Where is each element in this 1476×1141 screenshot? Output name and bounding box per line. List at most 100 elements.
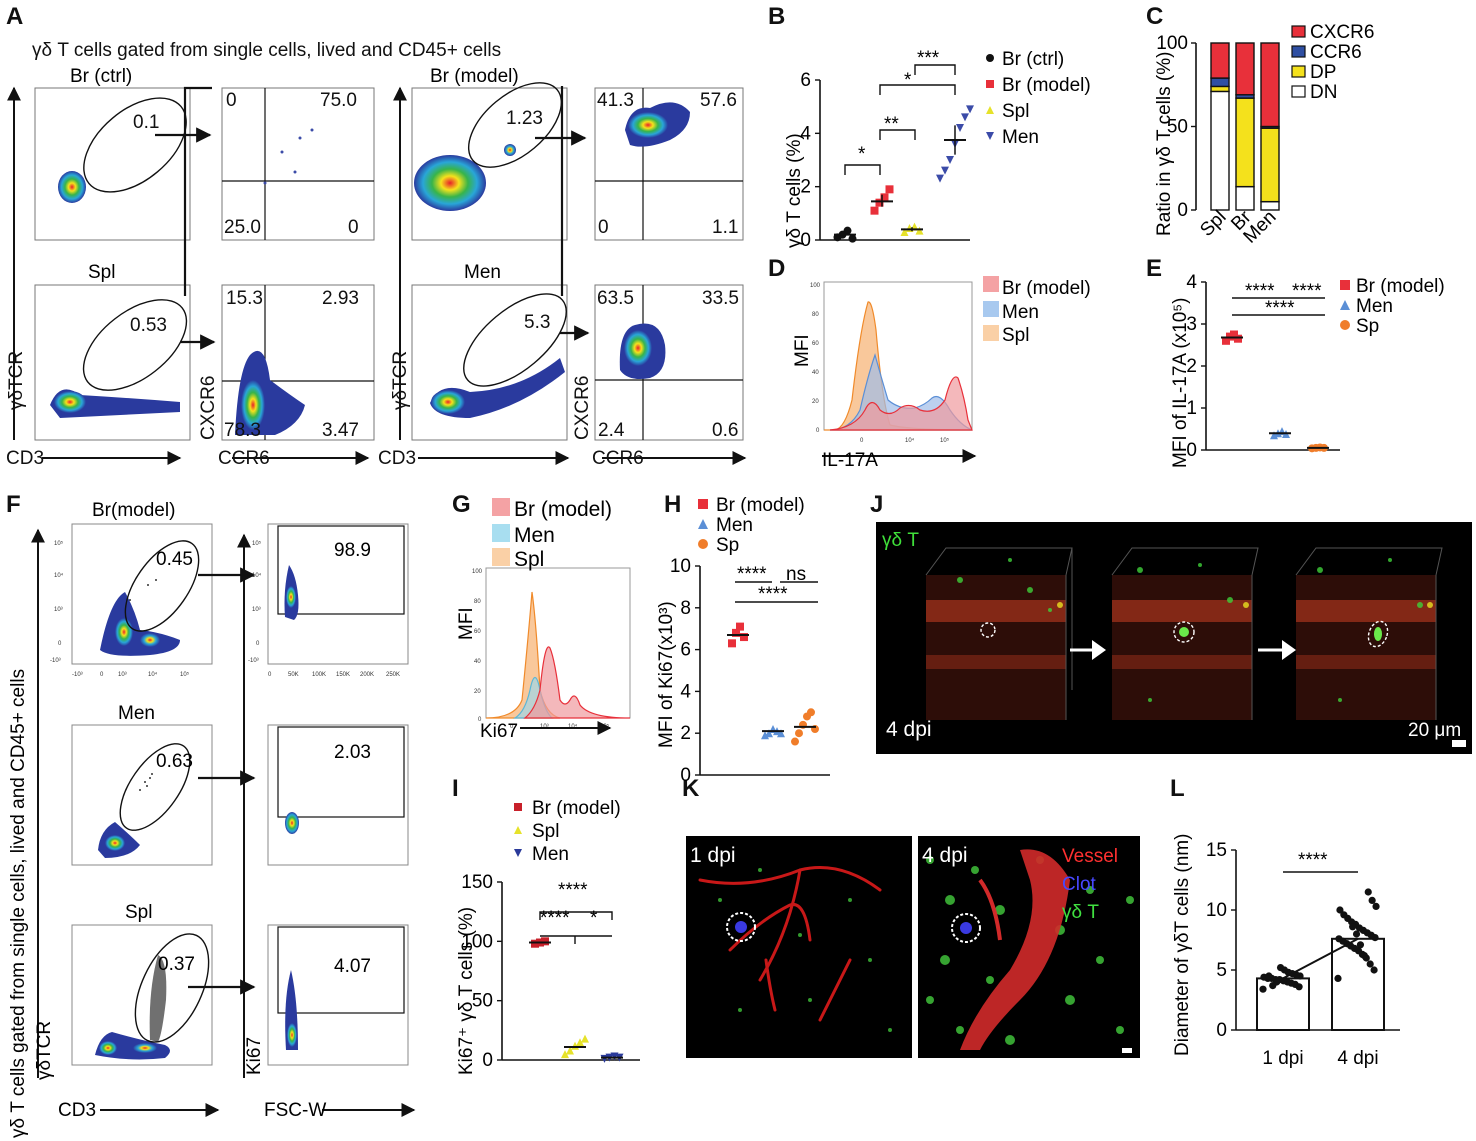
svg-text:80: 80 [812,312,819,318]
f-ticks: -10³ 0 10³ 10⁴ 10⁵ 10⁵ 10⁴ 10³ 0 -10³ 0 … [50,540,400,678]
pb-point [848,234,857,243]
f-ylabel-outer: γδ T cells gated from single cells, live… [8,669,29,1138]
a-xlabel-1: CD3 [6,448,44,469]
pb-sig-label: * [904,70,912,91]
plot-a-men-quad [594,284,744,441]
svg-text:0: 0 [348,217,359,238]
pb-point [900,228,909,236]
svg-text:Spl: Spl [1002,325,1029,346]
pe-legend-label: Br (model) [1356,276,1445,297]
pl-point [1368,896,1376,905]
panel-letter-f: F [6,491,21,518]
pb-legend-marker [986,132,994,140]
pl-point [1269,982,1277,990]
pe-sig-label: **** [1292,281,1322,302]
pb-sig-label: ** [884,114,899,135]
pb-sig-bracket [914,64,956,75]
panel-letter-c: C [1146,3,1163,30]
pb-ytick-label: 6 [800,70,811,91]
f-gate-value-1: 0.45 [156,549,193,570]
pe-legend-marker [1340,320,1350,330]
panel-g: MFI 100 80 60 40 20 0 0 10³ 10⁴ 10⁵ Ki67… [456,498,631,742]
j-scale: 20 μm [1408,720,1461,741]
svg-text:25.0: 25.0 [224,217,261,238]
pl-point [1364,888,1372,896]
a-ylabel-2: CXCR6 [198,376,219,440]
k-label-right: 4 dpi [922,844,968,867]
pb-point [946,156,954,164]
pl-point [1259,985,1267,993]
plot-a-spl-quad [221,284,375,441]
pl-ytick-label: 10 [1206,900,1227,921]
pl-point [1336,906,1344,914]
svg-text:100K: 100K [312,672,326,678]
pb-legend-label: Br (model) [1002,75,1091,96]
panel-letter-i: I [452,775,459,802]
pi-ytick-label: 150 [461,872,493,893]
gate-value-brctrl: 0.1 [133,112,159,133]
svg-text:0: 0 [268,672,272,678]
pb-point [941,166,949,175]
pl-trend-line [1282,937,1359,980]
g-legend: Br (model) Men Spl [492,498,612,571]
ph-legend-label: Sp [716,535,739,556]
g-ylabel: MFI [456,607,477,640]
pi-sig-label: **** [540,908,570,929]
pl-point [1265,972,1273,980]
pb-point [875,198,884,207]
pi-legend-label: Men [532,844,569,865]
svg-text:10⁵: 10⁵ [180,671,190,678]
plot-a-spl-gate [34,284,191,441]
pl-point [1370,966,1378,974]
pi-ytick-label: 50 [472,991,493,1012]
svg-text:10⁴: 10⁴ [148,671,158,678]
panel-letter-d: D [768,255,785,282]
pe-sig-label: **** [1265,298,1295,319]
svg-text:0: 0 [598,217,609,238]
pc-bar-segment [1210,90,1230,211]
pi-ytick-label: 0 [482,1050,493,1071]
svg-text:0: 0 [58,641,62,647]
pb-point [870,206,879,215]
svg-text:80: 80 [474,599,481,605]
ph-point [791,737,799,746]
panel-letter-a: A [6,3,23,30]
pe-point [1234,334,1242,343]
pc-legend-swatch [1291,85,1306,98]
pc-legend-label: CXCR6 [1310,22,1374,43]
panel-d: MFI 100 80 60 40 20 0 0 10⁴ 10⁵ IL-17A B… [792,276,1091,471]
pb-legend-marker [986,106,994,114]
arrow-a-spl [183,86,212,296]
f-xlabel-1: CD3 [58,1100,96,1121]
pi-legend-label: Spl [532,821,559,842]
ph-legend-marker [698,539,708,549]
panel-letter-g: G [452,491,471,518]
f-ylabel-2: Ki67 [244,1037,265,1075]
pb-point [880,193,889,202]
pl-point [1340,911,1348,919]
density-a-brctrl [58,171,86,203]
pl-ytick-label: 0 [1216,1020,1227,1041]
pc-bar-segment [1235,185,1255,211]
pc-ytick-label: 50 [1167,117,1188,138]
ph-point [761,731,769,740]
pl-point [1335,935,1343,943]
plot-a-brctrl-gate [34,87,191,241]
panel-a-title-br-model: Br (model) [430,66,519,87]
pl-point [1356,941,1365,949]
pc-legend-label: DP [1310,62,1336,83]
pc-legend-label: CCR6 [1310,42,1362,63]
f-gate-value-2: 0.63 [156,751,193,772]
pl-point [1349,923,1357,931]
ph-legend-marker [698,499,708,509]
svg-text:10⁴: 10⁴ [54,572,64,579]
pe-legend-marker [1340,280,1350,290]
svg-text:10³: 10³ [252,607,261,613]
b-ylabel: γδ T cells (%) [784,133,805,248]
ph-point [736,622,744,631]
f-ki67-value-3: 4.07 [334,956,371,977]
pc-bar-segment [1210,77,1230,88]
